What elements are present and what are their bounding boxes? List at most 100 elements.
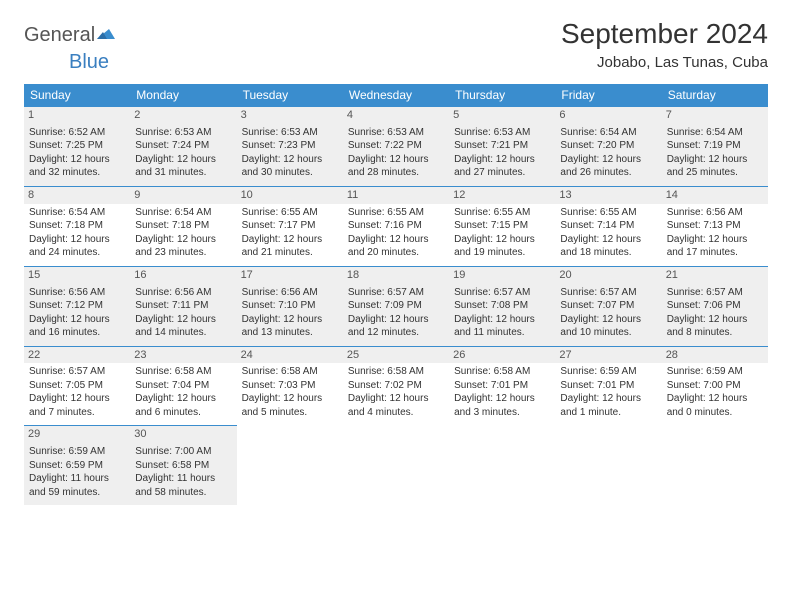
daylight-text: Daylight: 12 hours	[560, 392, 656, 406]
daylight-text: Daylight: 12 hours	[29, 392, 125, 406]
calendar-day: 8 Sunrise: 6:54 AMSunset: 7:18 PMDaylight…	[24, 186, 130, 266]
daylight-text: Daylight: 12 hours	[667, 233, 763, 247]
daylight-text: Daylight: 12 hours	[242, 153, 338, 167]
daylight-text: Daylight: 12 hours	[29, 313, 125, 327]
sunrise-text: Sunrise: 6:53 AM	[454, 126, 550, 140]
daylight-text: and 12 minutes.	[348, 326, 444, 340]
daylight-text: Daylight: 12 hours	[667, 392, 763, 406]
daylight-text: and 4 minutes.	[348, 406, 444, 420]
calendar-day: 1Sunrise: 6:52 AMSunset: 7:25 PMDaylight…	[24, 107, 130, 187]
calendar-week: 1Sunrise: 6:52 AMSunset: 7:25 PMDaylight…	[24, 107, 768, 187]
calendar-day: 5Sunrise: 6:53 AMSunset: 7:21 PMDaylight…	[449, 107, 555, 187]
sunrise-text: Sunrise: 6:58 AM	[454, 365, 550, 379]
day-number: 3	[237, 107, 343, 124]
daylight-text: and 10 minutes.	[560, 326, 656, 340]
day-number: 11	[343, 187, 449, 204]
sunrise-text: Sunrise: 6:54 AM	[560, 126, 656, 140]
calendar-week: 15Sunrise: 6:56 AMSunset: 7:12 PMDayligh…	[24, 266, 768, 346]
sunrise-text: Sunrise: 6:56 AM	[242, 286, 338, 300]
sunrise-text: Sunrise: 6:53 AM	[135, 126, 231, 140]
sunset-text: Sunset: 7:18 PM	[29, 219, 125, 233]
daylight-text: Daylight: 12 hours	[29, 233, 125, 247]
sunset-text: Sunset: 7:01 PM	[454, 379, 550, 393]
sunrise-text: Sunrise: 6:58 AM	[135, 365, 231, 379]
daylight-text: and 31 minutes.	[135, 166, 231, 180]
daylight-text: and 14 minutes.	[135, 326, 231, 340]
daylight-text: Daylight: 12 hours	[348, 233, 444, 247]
daylight-text: Daylight: 12 hours	[242, 392, 338, 406]
calendar-empty	[555, 426, 661, 505]
calendar-day: 2Sunrise: 6:53 AMSunset: 7:24 PMDaylight…	[130, 107, 236, 187]
calendar-day: 18Sunrise: 6:57 AMSunset: 7:09 PMDayligh…	[343, 266, 449, 346]
sunrise-text: Sunrise: 6:54 AM	[29, 206, 125, 220]
calendar-day: 28Sunrise: 6:59 AMSunset: 7:00 PMDayligh…	[662, 346, 768, 426]
day-number: 1	[24, 107, 130, 124]
calendar-day: 7Sunrise: 6:54 AMSunset: 7:19 PMDaylight…	[662, 107, 768, 187]
day-number: 23	[130, 347, 236, 364]
day-number: 29	[24, 426, 130, 443]
calendar-day: 25Sunrise: 6:58 AMSunset: 7:02 PMDayligh…	[343, 346, 449, 426]
daylight-text: Daylight: 12 hours	[135, 313, 231, 327]
daylight-text: and 24 minutes.	[29, 246, 125, 260]
calendar-day: 17Sunrise: 6:56 AMSunset: 7:10 PMDayligh…	[237, 266, 343, 346]
calendar-day: 27Sunrise: 6:59 AMSunset: 7:01 PMDayligh…	[555, 346, 661, 426]
calendar-day: 11Sunrise: 6:55 AMSunset: 7:16 PMDayligh…	[343, 186, 449, 266]
daylight-text: and 0 minutes.	[667, 406, 763, 420]
calendar-week: 29Sunrise: 6:59 AMSunset: 6:59 PMDayligh…	[24, 426, 768, 505]
daylight-text: and 26 minutes.	[560, 166, 656, 180]
month-title: September 2024	[561, 18, 768, 50]
daylight-text: and 11 minutes.	[454, 326, 550, 340]
calendar-day: 20Sunrise: 6:57 AMSunset: 7:07 PMDayligh…	[555, 266, 661, 346]
daylight-text: Daylight: 12 hours	[454, 313, 550, 327]
sunrise-text: Sunrise: 6:53 AM	[242, 126, 338, 140]
sunrise-text: Sunrise: 6:56 AM	[667, 206, 763, 220]
calendar-empty	[662, 426, 768, 505]
weekday-header: Thursday	[449, 84, 555, 107]
calendar-day: 22Sunrise: 6:57 AMSunset: 7:05 PMDayligh…	[24, 346, 130, 426]
daylight-text: and 5 minutes.	[242, 406, 338, 420]
calendar-week: 8Sunrise: 6:54 AMSunset: 7:18 PMDaylight…	[24, 186, 768, 266]
sunset-text: Sunset: 7:07 PM	[560, 299, 656, 313]
daylight-text: and 17 minutes.	[667, 246, 763, 260]
weekday-header: Monday	[130, 84, 236, 107]
day-number: 14	[662, 187, 768, 204]
daylight-text: Daylight: 12 hours	[242, 233, 338, 247]
daylight-text: and 6 minutes.	[135, 406, 231, 420]
sunset-text: Sunset: 7:15 PM	[454, 219, 550, 233]
day-number: 30	[130, 426, 236, 443]
daylight-text: Daylight: 12 hours	[454, 233, 550, 247]
sunset-text: Sunset: 7:19 PM	[667, 139, 763, 153]
calendar-empty	[449, 426, 555, 505]
sunrise-text: Sunrise: 6:57 AM	[667, 286, 763, 300]
day-number: 15	[24, 267, 130, 284]
daylight-text: Daylight: 12 hours	[667, 153, 763, 167]
weekday-header: Tuesday	[237, 84, 343, 107]
calendar-day: 6Sunrise: 6:54 AMSunset: 7:20 PMDaylight…	[555, 107, 661, 187]
day-number: 21	[662, 267, 768, 284]
daylight-text: and 21 minutes.	[242, 246, 338, 260]
daylight-text: Daylight: 12 hours	[135, 233, 231, 247]
sunset-text: Sunset: 7:14 PM	[560, 219, 656, 233]
sunset-text: Sunset: 7:20 PM	[560, 139, 656, 153]
sunrise-text: Sunrise: 6:55 AM	[560, 206, 656, 220]
day-number: 24	[237, 347, 343, 364]
logo-flag-icon	[97, 25, 117, 46]
daylight-text: Daylight: 12 hours	[29, 153, 125, 167]
day-number: 8	[24, 187, 130, 204]
day-number: 19	[449, 267, 555, 284]
day-number: 22	[24, 347, 130, 364]
sunrise-text: Sunrise: 6:57 AM	[29, 365, 125, 379]
day-number: 12	[449, 187, 555, 204]
daylight-text: Daylight: 12 hours	[348, 153, 444, 167]
day-number: 13	[555, 187, 661, 204]
sunrise-text: Sunrise: 6:55 AM	[348, 206, 444, 220]
daylight-text: Daylight: 11 hours	[135, 472, 231, 486]
daylight-text: Daylight: 12 hours	[454, 392, 550, 406]
sunrise-text: Sunrise: 6:55 AM	[454, 206, 550, 220]
daylight-text: and 20 minutes.	[348, 246, 444, 260]
sunrise-text: Sunrise: 6:58 AM	[242, 365, 338, 379]
sunset-text: Sunset: 7:21 PM	[454, 139, 550, 153]
daylight-text: Daylight: 12 hours	[560, 153, 656, 167]
daylight-text: Daylight: 12 hours	[242, 313, 338, 327]
daylight-text: and 25 minutes.	[667, 166, 763, 180]
